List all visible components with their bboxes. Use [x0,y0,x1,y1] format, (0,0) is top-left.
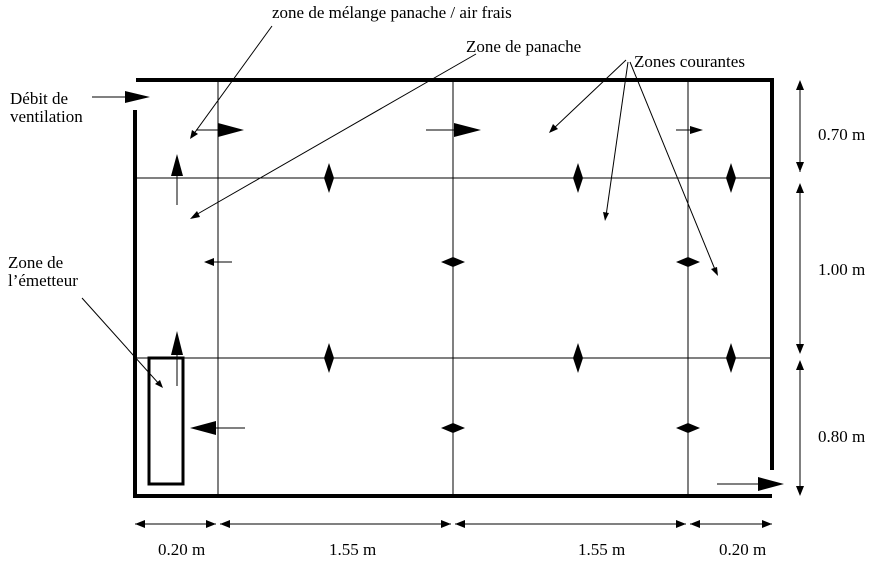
double-arrow-v-6 [726,343,736,373]
pointer-current-1 [551,59,627,131]
width-label-4: 0.20 m [719,540,766,559]
width-label-3: 1.55 m [578,540,625,559]
label-plume-zone: Zone de panache [466,37,581,56]
double-arrow-v-3 [726,163,736,193]
width-label-2: 1.55 m [329,540,376,559]
pointer-mixing-zone [192,25,273,136]
double-arrow-h-4 [676,423,700,433]
height-dimensions [796,80,804,496]
flow-arrowhead-top-3 [690,126,703,134]
label-current-zones: Zones courantes [634,52,745,71]
pointer-current-2 [605,61,629,217]
height-label-2: 1.00 m [818,260,865,279]
flow-arrows [92,91,784,491]
callout-pointers [81,25,718,388]
double-arrow-v-2 [573,163,583,193]
room-walls [133,78,774,498]
outlet-arrowhead [758,477,784,491]
pointer-current-3 [629,61,717,273]
height-label-3: 0.80 m [818,427,865,446]
width-label-1: 0.20 m [158,540,205,559]
width-dimensions [135,520,772,528]
emitter-box [147,356,185,486]
double-arrow-v-1 [324,163,334,193]
room-wall-top-right [136,78,774,470]
label-ventilation-line2: ventilation [10,107,83,126]
double-arrow-v-4 [324,343,334,373]
label-mixing-zone: zone de mélange panache / air frais [272,3,512,22]
plume-arrowhead-lower [171,331,183,355]
double-arrow-v-5 [573,343,583,373]
inlet-arrowhead [125,91,150,103]
label-emitter-line1: Zone de [8,253,63,272]
flow-arrowhead-mid-left [204,258,214,266]
plume-arrowhead-upper [171,154,183,176]
pointer-emitter [81,297,161,386]
pointer-plume-zone [193,53,477,217]
double-arrow-h-2 [676,257,700,267]
flow-arrowhead-bottom-left [190,421,216,435]
flow-arrowhead-top-2 [454,123,481,137]
double-arrow-h-3 [441,423,465,433]
grid [135,80,772,496]
flow-arrowhead-top-1 [218,123,244,137]
label-ventilation-line1: Débit de [10,89,68,108]
room-wall-left-bottom [133,110,772,498]
height-label-1: 0.70 m [818,125,865,144]
label-emitter-line2: l’émetteur [8,271,78,290]
double-arrow-h-1 [441,257,465,267]
